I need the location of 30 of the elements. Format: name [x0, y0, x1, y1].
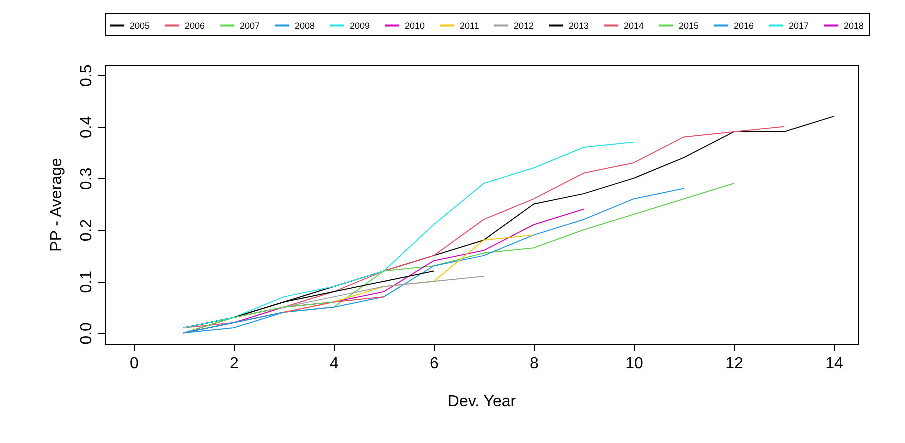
x-tick-label: 6: [430, 356, 440, 372]
x-axis-title: Dev. Year: [448, 394, 517, 410]
x-tick-label: 14: [826, 356, 844, 372]
legend-label: 2016: [734, 20, 754, 31]
legend-label: 2006: [185, 20, 206, 31]
y-axis-title: PP - Average: [48, 158, 66, 252]
y-tick-label: 0.2: [78, 219, 96, 242]
legend-label: 2009: [350, 20, 370, 31]
legend-label: 2010: [405, 20, 426, 31]
legend-label: 2008: [295, 20, 316, 31]
x-tick-label: 8: [530, 356, 540, 372]
y-tick-label: 0.1: [78, 270, 96, 294]
legend-label: 2017: [789, 20, 810, 31]
y-tick-label: 0.3: [78, 168, 96, 190]
legend-label: 2018: [844, 20, 864, 31]
y-tick-label: 0.5: [78, 64, 96, 87]
legend-label: 2005: [130, 20, 150, 31]
x-tick-label: 12: [726, 356, 744, 372]
x-tick-label: 0: [130, 356, 140, 372]
legend-label: 2012: [514, 20, 534, 31]
y-tick-label: 0.4: [78, 116, 96, 139]
legend-label: 2014: [624, 20, 644, 31]
y-tick-label: 0.0: [78, 322, 96, 345]
legend-label: 2011: [460, 20, 480, 31]
legend-label: 2007: [240, 20, 260, 31]
x-tick-label: 10: [626, 356, 644, 372]
legend-label: 2015: [679, 20, 700, 31]
x-tick-label: 2: [230, 356, 240, 372]
legend-label: 2013: [569, 20, 590, 31]
x-tick-label: 4: [330, 356, 340, 372]
